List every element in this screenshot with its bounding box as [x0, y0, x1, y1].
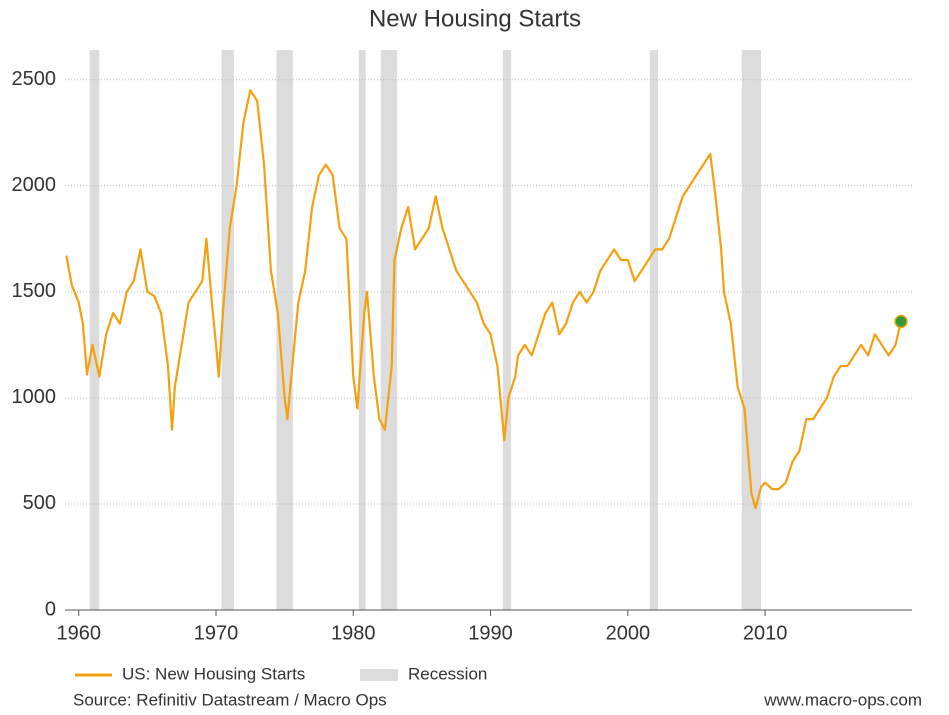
series-line [65, 89, 903, 510]
legend-label: Recession [408, 664, 487, 683]
x-tick-label: 1960 [56, 622, 101, 644]
legend-label: US: New Housing Starts [122, 664, 305, 683]
y-tick-label: 2000 [12, 174, 57, 196]
recession-band [741, 50, 761, 610]
x-tick-label: 2000 [606, 622, 651, 644]
recession-band [380, 50, 398, 610]
y-tick-label: 500 [23, 492, 56, 514]
x-tick-label: 1970 [194, 622, 239, 644]
recession-band [221, 50, 234, 610]
recession-band [276, 50, 293, 610]
chart-title: New Housing Starts [369, 5, 581, 32]
x-tick-label: 1980 [331, 622, 376, 644]
y-tick-label: 2500 [12, 68, 57, 90]
recession-band [502, 50, 512, 610]
legend-swatch [360, 669, 398, 681]
y-tick-label: 1000 [12, 386, 57, 408]
recession-band [649, 50, 659, 610]
latest-point [894, 314, 908, 329]
x-tick-label: 2010 [743, 622, 788, 644]
website: www.macro-ops.com [763, 690, 922, 709]
x-tick-label: 1990 [468, 622, 513, 644]
y-tick-label: 1500 [12, 280, 57, 302]
recession-band [89, 50, 100, 610]
y-tick-label: 0 [45, 598, 56, 620]
source: Source: Refinitiv Datastream / Macro Ops [73, 690, 387, 709]
